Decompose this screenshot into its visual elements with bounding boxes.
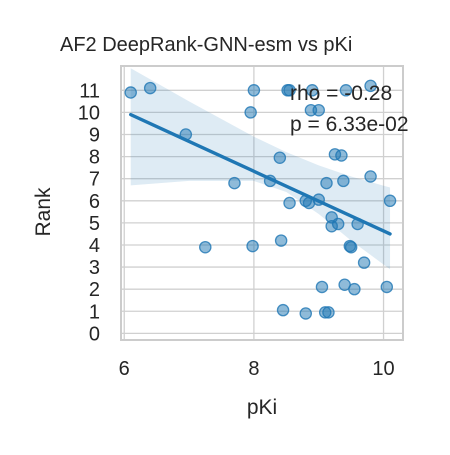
- data-point: [364, 170, 377, 183]
- plot-frame: [120, 65, 404, 341]
- confidence-band: [130, 68, 391, 270]
- data-point: [322, 306, 335, 319]
- y-tick-label: 5: [89, 213, 100, 235]
- y-tick-label: 1: [89, 301, 100, 323]
- data-point: [299, 307, 313, 320]
- points-layer: [124, 79, 397, 320]
- data-point: [364, 79, 377, 93]
- fit-line-layer: [129, 112, 392, 236]
- y-tick-label: 2: [89, 279, 100, 301]
- data-point: [246, 239, 259, 253]
- data-point: [228, 176, 241, 190]
- x-tick-label: 8: [248, 358, 259, 380]
- data-point: [143, 81, 157, 95]
- regression-line: [129, 112, 392, 236]
- data-point: [199, 240, 212, 254]
- y-tick-label: 3: [89, 257, 100, 279]
- data-point: [315, 280, 329, 294]
- y-tick-label: 0: [89, 323, 100, 345]
- y-tick-label: 10: [78, 102, 100, 124]
- data-point: [344, 240, 358, 254]
- y-tick-label: 6: [89, 191, 100, 213]
- data-point: [357, 256, 371, 269]
- y-tick-label: 7: [89, 169, 100, 191]
- data-point: [331, 217, 345, 231]
- data-point: [274, 234, 288, 247]
- y-tick-label: 4: [89, 235, 100, 257]
- chart-title: AF2 DeepRank-GNN-esm vs pKi: [60, 34, 352, 56]
- data-point: [244, 106, 257, 119]
- data-point: [283, 84, 296, 97]
- x-axis-title: pKi: [247, 396, 277, 419]
- data-point: [124, 86, 137, 99]
- x-tick-label: 10: [372, 358, 394, 380]
- data-point: [247, 84, 261, 97]
- data-point: [337, 174, 350, 188]
- data-point: [348, 282, 361, 296]
- data-point: [276, 303, 290, 317]
- data-point: [283, 196, 296, 210]
- data-point: [380, 280, 394, 294]
- plot-area-border: [120, 65, 404, 341]
- y-tick-label: 8: [89, 147, 100, 169]
- confidence-band-layer: [130, 68, 391, 270]
- x-tick-label: 6: [119, 358, 130, 380]
- y-axis-title: Rank: [32, 187, 55, 237]
- data-point: [320, 176, 333, 190]
- annotation-rho: rho = -0.28: [290, 82, 392, 105]
- data-point: [339, 84, 353, 97]
- data-point: [305, 84, 319, 97]
- annotation-p-value: p = 6.33e-02: [290, 113, 409, 136]
- y-tick-label: 9: [89, 125, 100, 147]
- grid: [121, 66, 403, 340]
- data-point: [312, 103, 325, 117]
- data-point: [335, 149, 348, 162]
- data-point: [383, 194, 397, 208]
- y-tick-label: 11: [79, 80, 100, 102]
- data-point: [273, 151, 287, 164]
